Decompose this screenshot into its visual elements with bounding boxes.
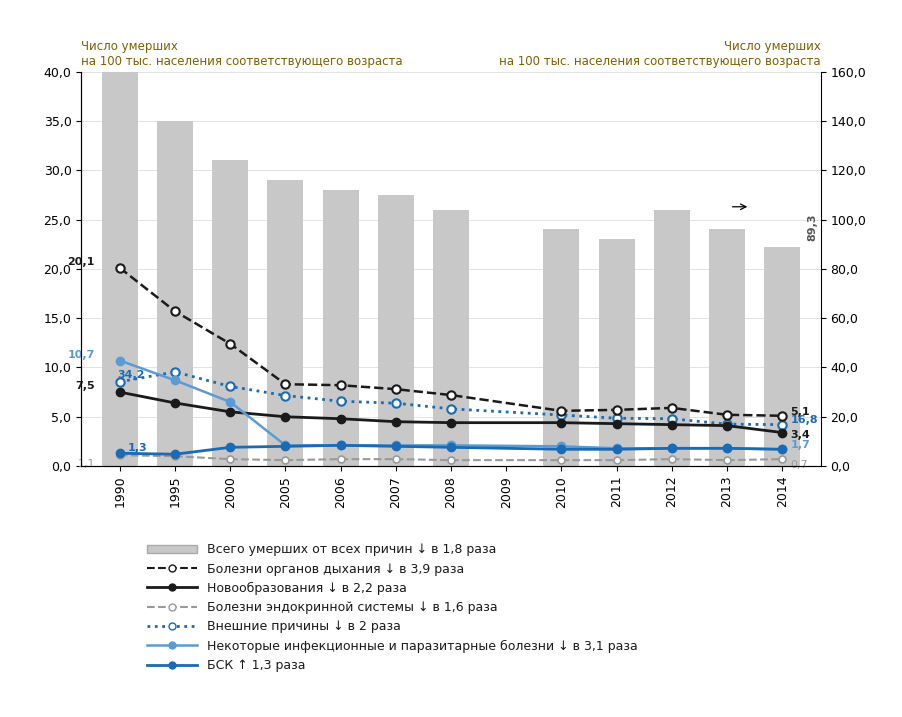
Bar	[378, 195, 414, 466]
Text: 20,1: 20,1	[68, 257, 95, 267]
Text: Число умерших
на 100 тыс. населения соответствующего возраста: Число умерших на 100 тыс. населения соот…	[81, 39, 403, 68]
Text: 10,7: 10,7	[68, 350, 95, 360]
Bar	[102, 72, 138, 466]
Bar	[599, 239, 634, 466]
Text: 1,1: 1,1	[78, 459, 95, 469]
Text: 5,1: 5,1	[790, 407, 810, 417]
Bar	[323, 190, 359, 466]
Text: Число умерших
на 100 тыс. населения соответствующего возраста: Число умерших на 100 тыс. населения соот…	[499, 39, 821, 68]
Legend: Всего умерших от всех причин ↓ в 1,8 раза, Болезни органов дыхания ↓ в 3,9 раза,: Всего умерших от всех причин ↓ в 1,8 раз…	[147, 543, 638, 672]
Bar	[157, 121, 193, 466]
Bar	[543, 229, 579, 466]
Text: 89,3: 89,3	[807, 214, 817, 241]
Bar	[709, 229, 745, 466]
Text: 7,5: 7,5	[76, 381, 95, 391]
Bar	[764, 247, 800, 466]
Text: 0,7: 0,7	[790, 460, 808, 470]
Text: 1,7: 1,7	[790, 440, 810, 450]
Bar	[212, 161, 248, 466]
Text: 16,8: 16,8	[790, 414, 818, 424]
Text: 34,2: 34,2	[117, 370, 144, 380]
Text: 3,4: 3,4	[790, 430, 810, 440]
Bar	[268, 180, 303, 466]
Bar	[654, 209, 690, 466]
Text: 1,3: 1,3	[128, 443, 148, 453]
Bar	[433, 209, 469, 466]
